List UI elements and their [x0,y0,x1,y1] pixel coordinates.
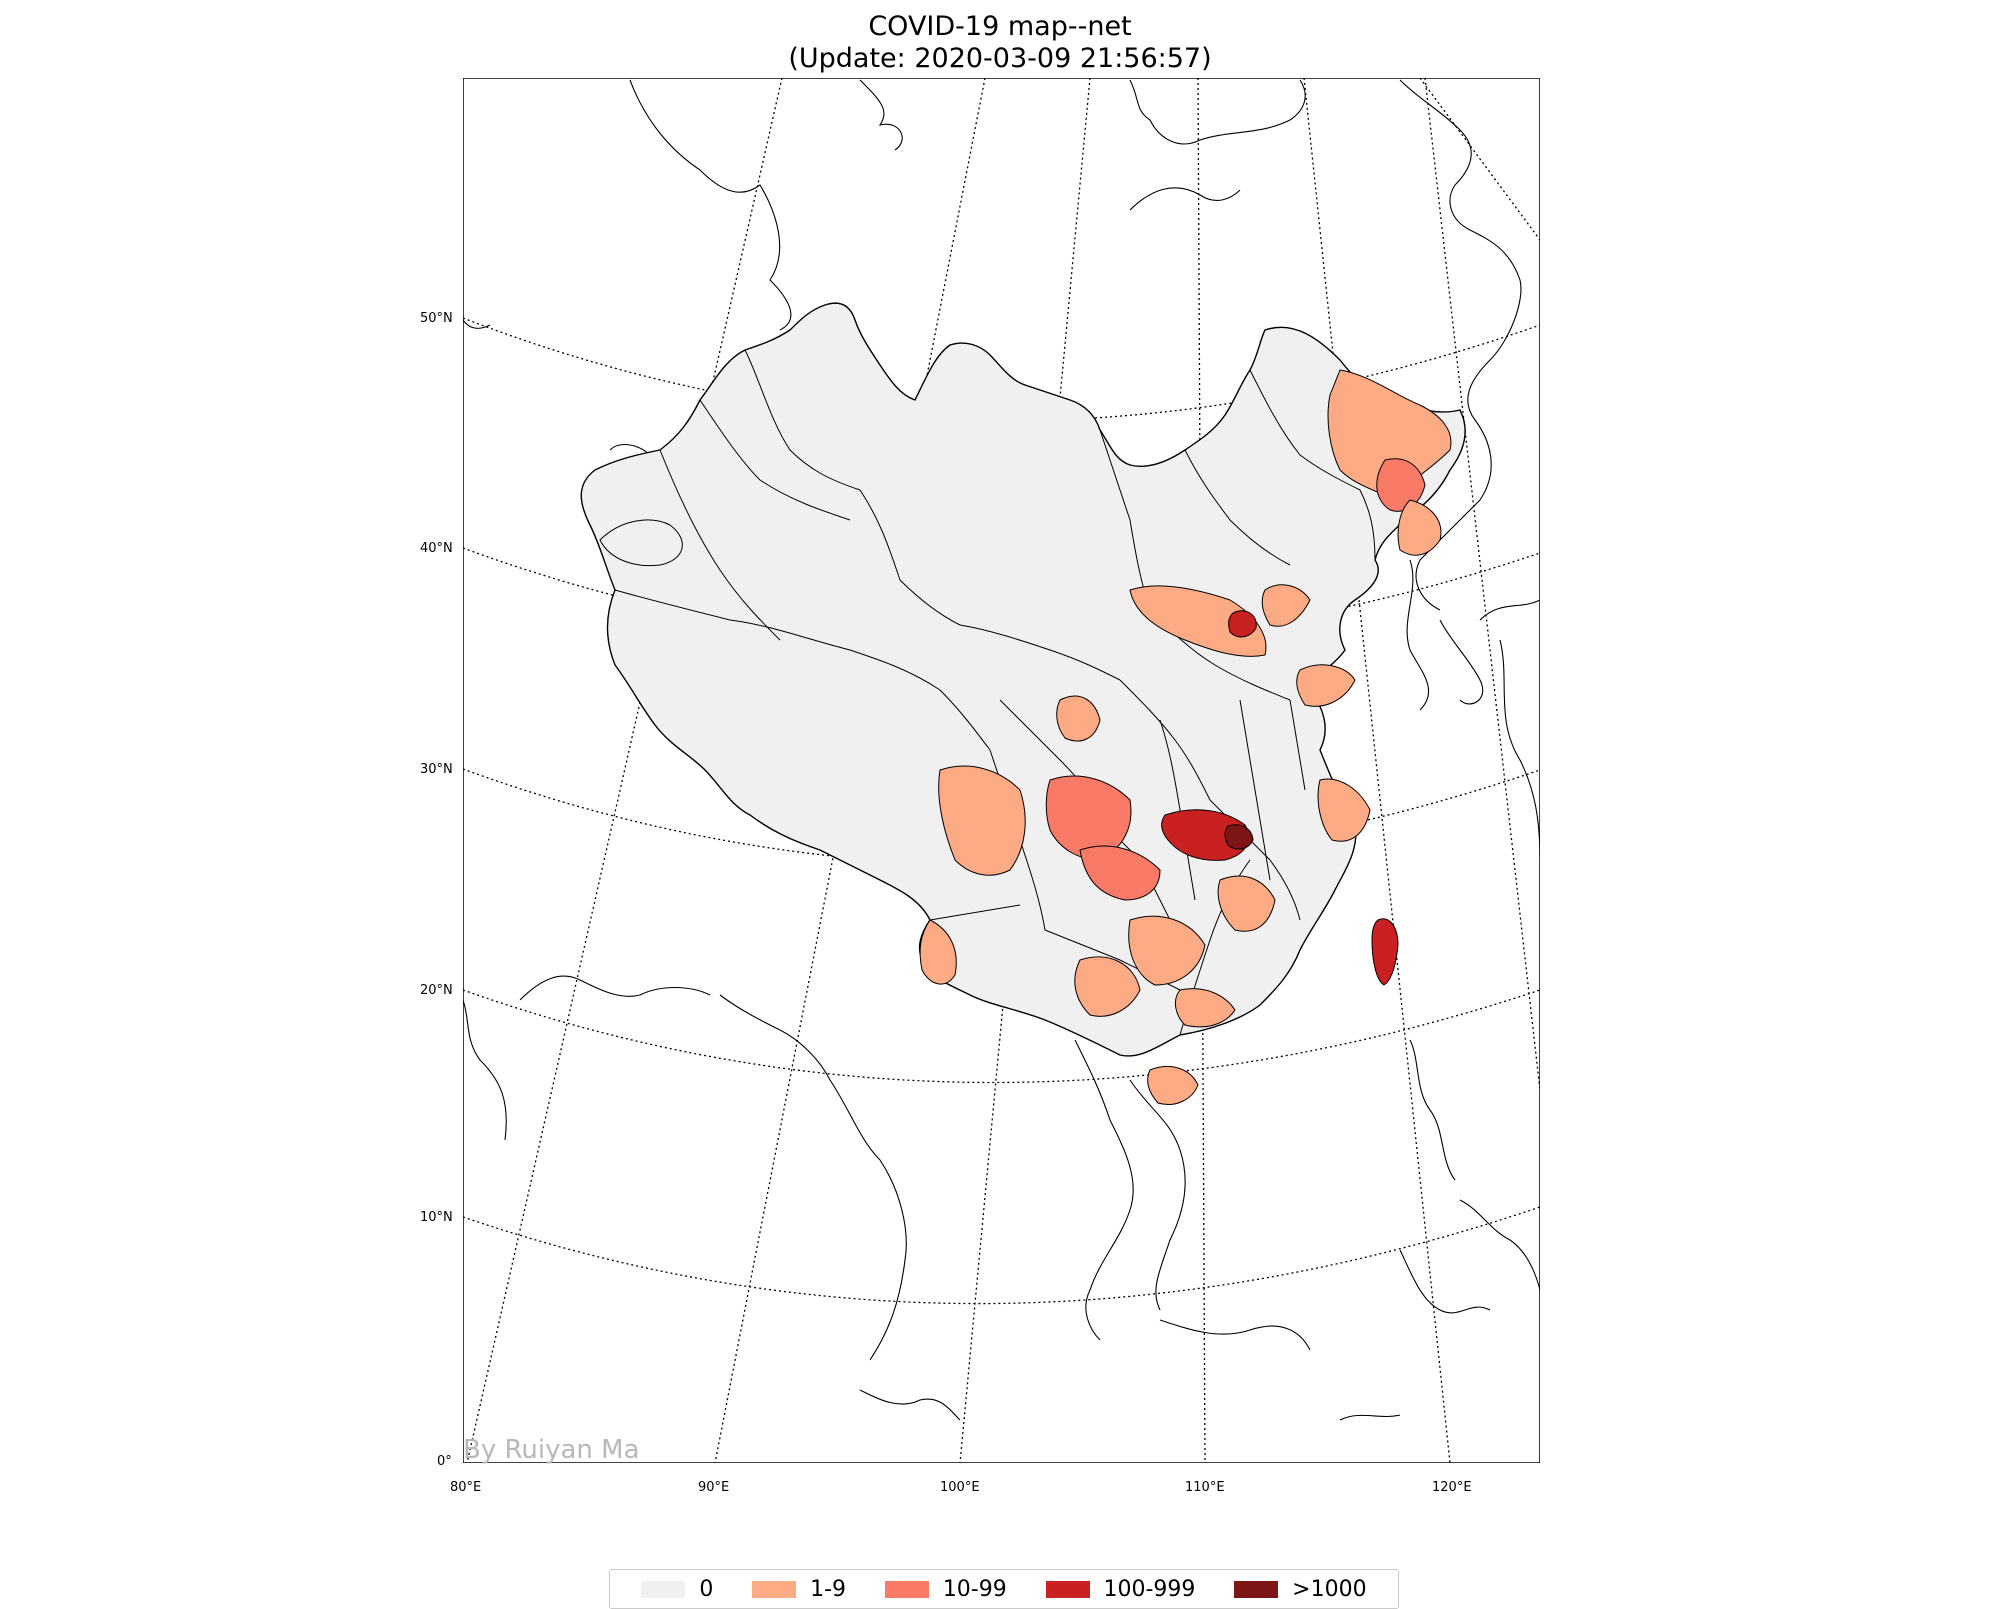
lat-label-40: 40°N [420,541,453,556]
lon-label-120: 120°E [1432,1480,1472,1495]
lon-label-90: 90°E [698,1480,729,1495]
lat-label-10: 10°N [420,1210,453,1225]
case-regions [599,369,1452,1105]
region-yunnan-low [919,919,957,985]
legend-label-over-1000: >1000 [1292,1576,1367,1602]
region-hebei-low [1261,584,1311,627]
region-jiangxi-low [1217,875,1276,932]
lat-label-0: 0° [437,1454,452,1469]
lat-label-30: 30°N [420,762,453,777]
legend-label-10-99: 10-99 [942,1576,1007,1602]
lon-label-80: 80°E [450,1480,481,1495]
region-guangdong-low [1174,988,1236,1028]
region-xinjiang-gray [599,519,683,567]
legend-label-0: 0 [699,1576,714,1602]
legend-swatch-over-1000 [1234,1580,1279,1598]
region-borders [614,349,1376,1036]
region-shaanxi-low [1056,695,1101,742]
legend-swatch-100-999 [1045,1580,1090,1598]
region-hainan-low [1147,1066,1199,1105]
lon-label-100: 100°E [940,1480,980,1495]
region-taiwan-high [1371,918,1399,986]
region-inner-mongolia-low [1129,585,1267,657]
region-shandong-low [1296,664,1356,707]
legend-swatch-1-9 [752,1580,797,1598]
map-subtitle: (Update: 2020-03-09 21:56:57) [788,43,1212,74]
region-hunan-low [1128,915,1206,986]
legend-label-1-9: 1-9 [810,1576,847,1602]
legend-item-100-999: 100-999 [1045,1576,1196,1602]
map-title: COVID-19 map--net [868,11,1132,42]
region-guangxi-low [1074,956,1141,1017]
legend-item-1-9: 1-9 [752,1577,846,1602]
legend-item-over-1000: >1000 [1234,1576,1367,1602]
credit-watermark: By Ruiyan Ma [463,1435,640,1465]
legend-swatch-10-99 [884,1580,929,1598]
region-wuhan-top [1224,824,1254,850]
legend: 0 1-9 10-99 100-999 >1000 [609,1569,1399,1609]
region-beijing-high [1228,610,1257,638]
region-zhejiang-low [1317,778,1371,842]
legend-swatch-0 [641,1580,686,1598]
region-hubei-high [1161,809,1250,861]
legend-item-10-99: 10-99 [884,1576,1007,1602]
legend-item-0: 0 [641,1577,713,1602]
lat-label-20: 20°N [420,983,453,998]
coastlines [463,79,1540,1421]
region-chongqing-mid [1079,845,1161,901]
lat-label-50: 50°N [420,311,453,326]
region-liaoning-low [1397,499,1442,556]
legend-label-100-999: 100-999 [1103,1576,1196,1602]
lon-label-110: 110°E [1185,1480,1225,1495]
region-sichuan-low [938,765,1026,876]
